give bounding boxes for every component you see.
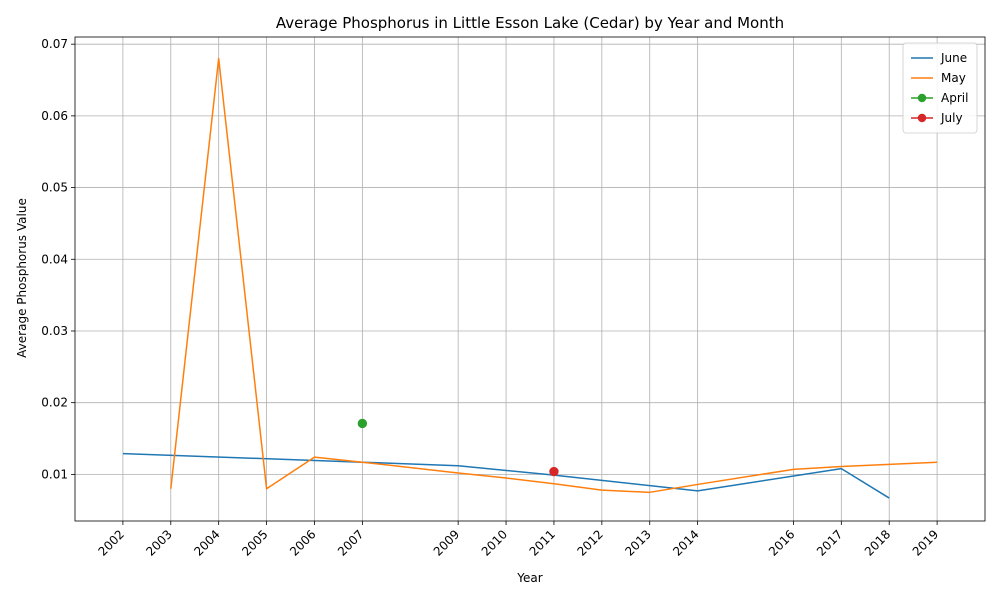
legend-box [902, 42, 978, 134]
legend: June May April July [902, 42, 978, 134]
series-layer [122, 57, 938, 499]
legend-label-june: June [940, 51, 967, 65]
y-tick-label: 0.07 [41, 37, 68, 51]
y-axis-ticks: 0.01 0.02 0.03 0.04 0.05 0.06 0.07 [41, 37, 75, 481]
grid-lines [75, 37, 985, 521]
y-axis-label: Average Phosphorus Value [15, 198, 29, 358]
y-tick-label: 0.01 [41, 467, 68, 481]
series-line-may [170, 57, 938, 494]
plot-area-frame [74, 36, 986, 522]
chart-title: Average Phosphorus in Little Esson Lake … [276, 14, 784, 32]
legend-label-april: April [941, 91, 968, 105]
legend-label-may: May [941, 71, 966, 85]
y-tick-label: 0.06 [41, 109, 68, 123]
y-tick-label: 0.04 [41, 252, 68, 266]
legend-marker-july [917, 113, 927, 123]
x-axis-label: Year [516, 571, 542, 585]
y-tick-label: 0.02 [41, 396, 68, 410]
y-tick-label: 0.03 [41, 324, 68, 338]
series-point-july [549, 466, 559, 477]
legend-marker-april [917, 93, 927, 103]
legend-label-july: July [940, 111, 963, 125]
y-tick-label: 0.05 [41, 181, 68, 195]
series-point-april [357, 418, 368, 429]
